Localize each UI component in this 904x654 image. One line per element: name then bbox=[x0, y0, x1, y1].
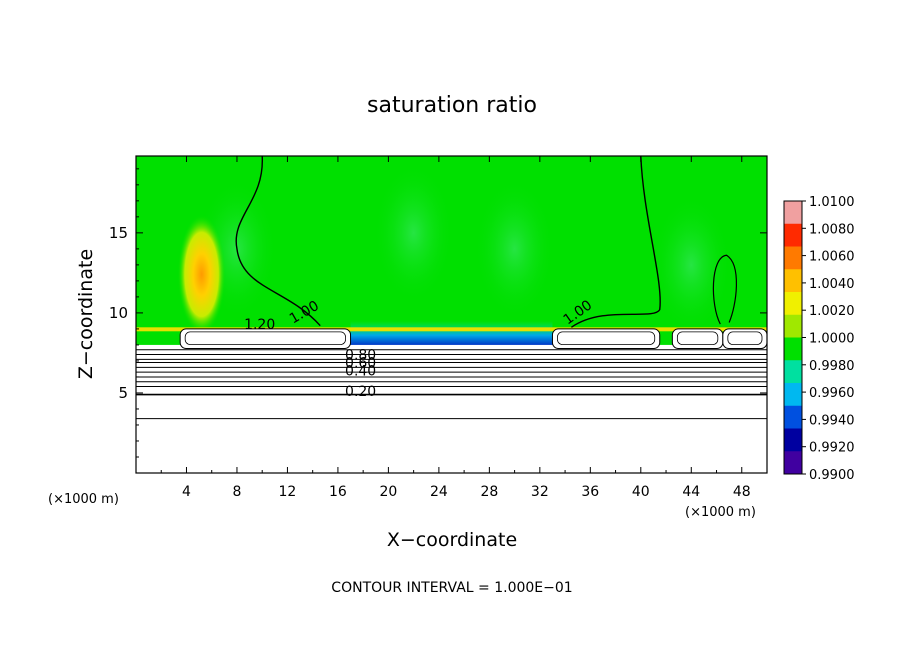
colorbar-label: 1.0040 bbox=[809, 277, 855, 292]
x-tick-label: 8 bbox=[232, 484, 241, 500]
contour-line bbox=[136, 417, 767, 420]
contour-line bbox=[136, 380, 767, 383]
cloud-region bbox=[551, 328, 661, 350]
contour-label: 0.80 bbox=[345, 347, 376, 363]
plot-frame bbox=[135, 155, 768, 474]
contour-line bbox=[136, 393, 767, 396]
contour-line bbox=[136, 376, 767, 378]
colorbar-label: 1.0000 bbox=[809, 332, 855, 347]
colorbar-swatch bbox=[784, 405, 802, 429]
colorbar-label: 1.0100 bbox=[809, 195, 855, 210]
contour-label: 1.20 bbox=[244, 317, 275, 333]
colorbar-swatch bbox=[784, 428, 802, 452]
supersat-blob bbox=[177, 214, 226, 335]
colorbar-label: 0.9960 bbox=[809, 386, 855, 401]
y-axis: 5 10 15 bbox=[109, 168, 767, 458]
colorbar-label: 1.0060 bbox=[809, 250, 855, 265]
colorbar-swatch bbox=[784, 223, 802, 247]
x-unit-label-left: (×1000 m) bbox=[48, 492, 119, 507]
cap-line bbox=[136, 327, 767, 332]
x-tick-label: 36 bbox=[581, 484, 599, 500]
colorbar-swatch bbox=[784, 314, 802, 338]
contour-label: 0.60 bbox=[345, 355, 376, 371]
colorbar-label: 0.9900 bbox=[809, 468, 855, 483]
colorbar-swatch bbox=[784, 360, 802, 384]
y-tick-label: 15 bbox=[109, 224, 128, 242]
cloud-contour bbox=[184, 331, 346, 345]
contour-label: 0.40 bbox=[345, 363, 376, 379]
contour-line bbox=[136, 361, 767, 364]
colorbar-swatch bbox=[784, 201, 802, 225]
colorbar-swatch bbox=[784, 246, 802, 270]
contour-line bbox=[136, 385, 767, 388]
x-tick-label: 32 bbox=[531, 484, 549, 500]
colorbar-swatch bbox=[784, 451, 802, 475]
x-unit-label-right: (×1000 m) bbox=[685, 505, 756, 520]
contour-line bbox=[136, 358, 767, 361]
cloud-contour bbox=[676, 331, 719, 345]
colorbar-swatch bbox=[784, 383, 802, 407]
contour-line bbox=[136, 353, 767, 356]
y-tick-label: 5 bbox=[118, 384, 128, 402]
x-axis-label: X−coordinate bbox=[387, 529, 517, 551]
colorbar: 1.0100 1.0080 1.0060 1.0040 1.0020 1.0000 0.99… bbox=[783, 195, 855, 483]
contour-label: 0.20 bbox=[345, 384, 376, 400]
field-streak bbox=[474, 178, 555, 319]
cloud-contour bbox=[727, 331, 763, 345]
x-tick-label: 48 bbox=[733, 484, 751, 500]
y-tick-label: 10 bbox=[109, 304, 128, 322]
contour-line bbox=[136, 366, 767, 369]
colorbar-label: 0.9920 bbox=[809, 441, 855, 456]
x-tick-label: 40 bbox=[632, 484, 650, 500]
x-tick-label: 24 bbox=[430, 484, 448, 500]
field-streak bbox=[373, 162, 454, 303]
colorbar-swatch bbox=[784, 337, 802, 361]
cloud-contour bbox=[557, 331, 656, 345]
colorbar-label: 0.9940 bbox=[809, 413, 855, 428]
contour-1.00-left bbox=[235, 156, 321, 327]
plot-area: 1.20 1.00 1.000.800.600.400.20 bbox=[136, 156, 767, 473]
x-tick-label: 16 bbox=[329, 484, 347, 500]
colorbar-label: 0.9980 bbox=[809, 359, 855, 374]
colorbar-label: 1.0020 bbox=[809, 304, 855, 319]
colorbar-label: 1.0080 bbox=[809, 222, 855, 237]
colorbar-swatch bbox=[784, 269, 802, 293]
lower-region bbox=[136, 344, 767, 473]
contour-line bbox=[136, 371, 767, 373]
chart-title: saturation ratio bbox=[367, 93, 537, 118]
x-tick-label: 28 bbox=[480, 484, 498, 500]
cloud-region bbox=[722, 328, 767, 350]
y-axis-label: Z−coordinate bbox=[75, 249, 97, 379]
contour-line bbox=[136, 348, 767, 351]
x-tick-label: 4 bbox=[182, 484, 191, 500]
field-streak bbox=[651, 194, 732, 335]
x-axis: 4 8 12 16 20 24 28 32 36 40 44 48 bbox=[160, 156, 751, 500]
contour-1.00-loop bbox=[712, 254, 737, 325]
cloud-region bbox=[179, 328, 352, 350]
x-tick-label: 20 bbox=[379, 484, 397, 500]
colorbar-swatch bbox=[784, 292, 802, 316]
x-tick-label: 12 bbox=[279, 484, 297, 500]
x-tick-label: 44 bbox=[682, 484, 700, 500]
contour-1.00-right bbox=[570, 156, 661, 328]
subsat-zone bbox=[350, 320, 553, 347]
contour-interval-note: CONTOUR INTERVAL = 1.000E−01 bbox=[331, 580, 572, 596]
